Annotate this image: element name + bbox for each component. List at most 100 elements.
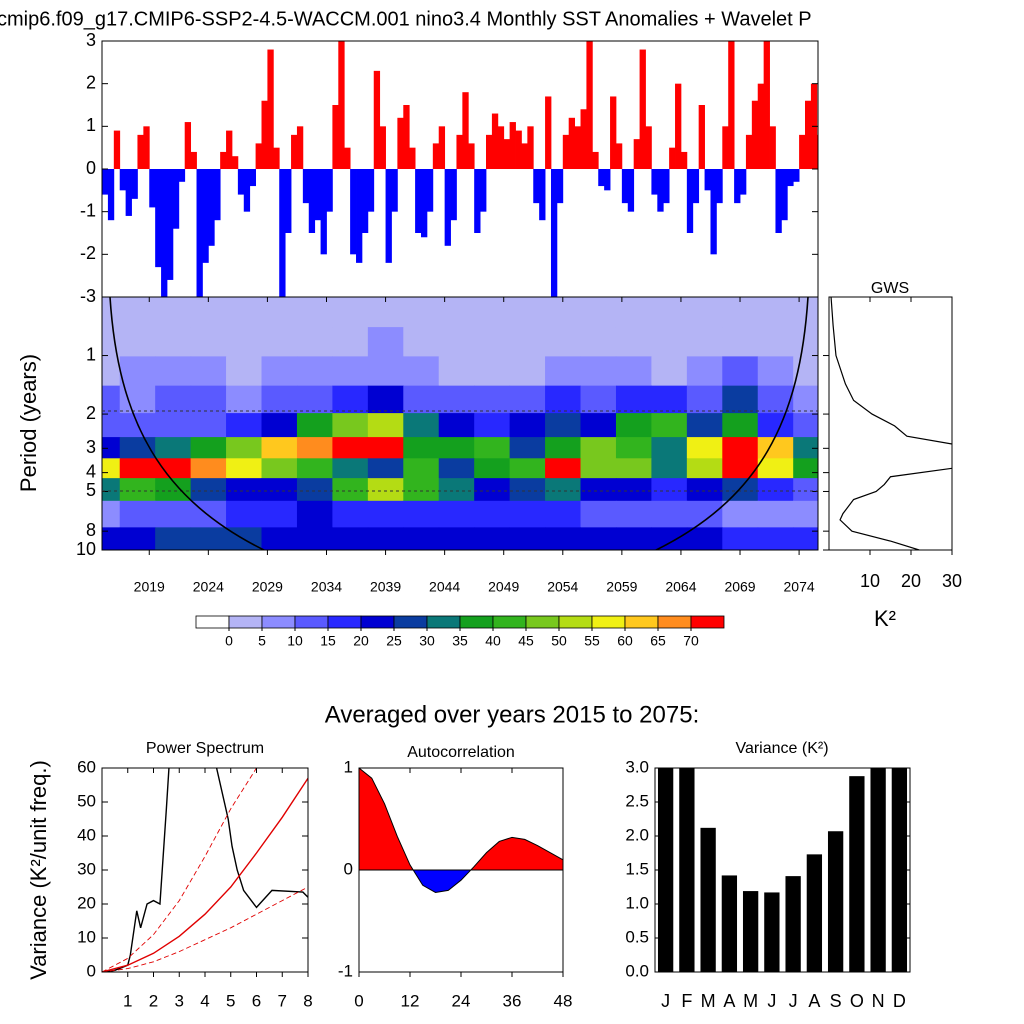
bar: [214, 169, 221, 221]
y-tick-label: 2: [86, 72, 96, 92]
heatmap-cell: [403, 385, 440, 414]
y-tick-label: 5: [86, 480, 96, 500]
bar: [598, 169, 605, 187]
heatmap-cell: [686, 297, 723, 328]
heatmap-cell: [226, 458, 263, 479]
x-tick-label: 10: [860, 571, 880, 591]
heatmap-cell: [296, 500, 333, 528]
y-tick-label: 2: [86, 403, 96, 423]
bar: [456, 134, 463, 169]
colorbar-label: 65: [650, 633, 666, 649]
heatmap-cell: [155, 437, 192, 459]
y-tick-label: -1: [80, 200, 96, 220]
bar: [675, 83, 682, 169]
y-tick-label: 40: [77, 825, 96, 844]
heatmap-cell: [261, 327, 298, 357]
x-tick-label: J: [661, 991, 670, 1011]
x-tick-label: 4: [200, 991, 209, 1010]
heatmap-cell: [403, 478, 440, 502]
heatmap-cell: [651, 478, 688, 502]
heatmap-cell: [261, 458, 298, 479]
colorbar-label: 60: [617, 633, 633, 649]
bar: [621, 169, 629, 204]
bar: [462, 92, 469, 169]
plot-frame: [358, 767, 564, 973]
bar: [332, 105, 339, 169]
plot-area: [830, 297, 952, 550]
y-tick-label: 1.0: [625, 893, 649, 912]
bar: [373, 70, 381, 169]
x-tick-label: 0: [354, 991, 363, 1010]
colorbar-box: [261, 615, 296, 629]
heatmap-cell: [757, 500, 794, 528]
heatmap-cell: [686, 527, 723, 550]
heatmap-cell: [545, 478, 582, 502]
heatmap-cell: [686, 385, 723, 414]
heatmap-cell: [190, 527, 227, 550]
heatmap-cell: [403, 458, 440, 479]
bar: [562, 134, 570, 169]
bar: [468, 143, 475, 169]
bar: [196, 169, 203, 297]
heatmap-cell: [403, 437, 440, 459]
bar: [710, 169, 717, 255]
heatmap-cell: [261, 385, 298, 414]
heatmap-cell: [332, 527, 369, 550]
heatmap-cell: [332, 478, 369, 502]
bar: [870, 768, 886, 972]
line-series: [102, 886, 308, 972]
heatmap-cell: [545, 413, 582, 438]
heatmap-cell: [757, 458, 794, 479]
heatmap-cell: [722, 297, 759, 328]
bar: [639, 49, 646, 169]
x-tick-label: J: [789, 991, 798, 1011]
heatmap-cell: [545, 327, 582, 357]
x-tick-label: 20: [901, 571, 921, 591]
heatmap-cell: [119, 356, 156, 387]
heatmap-cell: [332, 385, 369, 414]
heatmap-cell: [226, 385, 263, 414]
bar: [379, 126, 386, 169]
heatmap-cell: [438, 437, 475, 459]
x-tick-label: 2034: [311, 579, 342, 595]
heatmap-cell: [226, 413, 263, 438]
heatmap-cell: [438, 413, 475, 438]
bar: [444, 169, 451, 246]
bar: [721, 875, 738, 972]
heatmap-cell: [155, 413, 192, 438]
bar: [302, 169, 310, 204]
heatmap-cell: [580, 297, 617, 328]
bar: [574, 126, 581, 169]
bar: [314, 169, 321, 221]
chart-title: Variance (K²): [735, 740, 828, 757]
heatmap-cell: [615, 413, 652, 438]
bar: [515, 130, 522, 169]
heatmap-cell: [545, 437, 582, 459]
line-series: [102, 768, 257, 972]
bar: [816, 134, 818, 169]
bar: [769, 126, 776, 169]
heatmap-cell: [438, 500, 475, 528]
heatmap-cell: [757, 385, 794, 414]
heatmap-cell: [686, 356, 723, 387]
heatmap-cell: [580, 478, 617, 502]
y-tick-label: 1: [86, 344, 96, 364]
heatmap-cell: [119, 478, 156, 502]
colorbar-label: 20: [353, 633, 369, 649]
bar: [291, 134, 298, 169]
x-tick-label: S: [830, 991, 842, 1011]
heatmap-cell: [580, 500, 617, 528]
heatmap-cell: [102, 478, 121, 502]
bar: [320, 169, 327, 255]
bar: [827, 831, 844, 972]
x-tick-label: 2064: [665, 579, 696, 595]
plot-frame: [101, 767, 309, 973]
bar: [545, 96, 552, 169]
x-tick-label: 2059: [606, 579, 637, 595]
heatmap-cell: [155, 527, 192, 550]
heatmap-cell: [119, 327, 156, 357]
heatmap-cell: [155, 500, 192, 528]
heatmap-cell: [438, 385, 475, 414]
heatmap-cell: [793, 413, 818, 438]
heatmap-cell: [190, 437, 227, 459]
